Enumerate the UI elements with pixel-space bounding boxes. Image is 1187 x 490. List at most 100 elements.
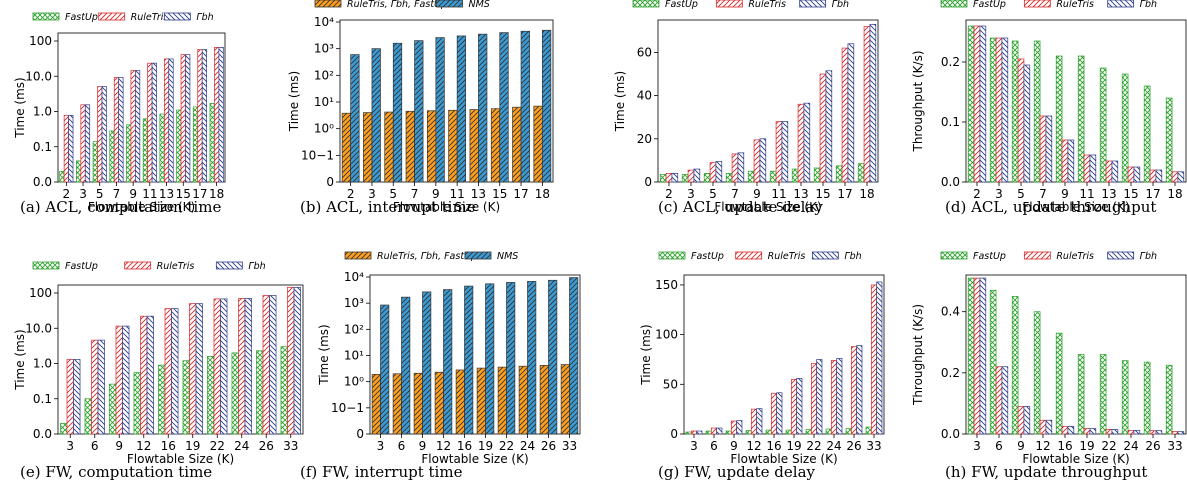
legend-label: Γbh bbox=[844, 251, 861, 262]
y-axis-label: Time (ms) bbox=[317, 324, 331, 386]
bar-nms bbox=[464, 285, 474, 435]
bar-ruletrisbhfastup bbox=[539, 365, 549, 435]
bar-ruletris bbox=[1171, 431, 1179, 435]
bar-fastup bbox=[1077, 55, 1085, 183]
y-tick-label: 100 bbox=[29, 34, 52, 48]
panel-a: FastUp RuleTris Γbh 0.0 0.1 1.0 10.0 100 Time (m… bbox=[13, 12, 226, 216]
bar-ruletrisbhfastup bbox=[455, 369, 465, 435]
bar-bh bbox=[195, 303, 203, 435]
bar-ruletris bbox=[709, 162, 717, 183]
x-tick-label: 13 bbox=[471, 187, 486, 201]
y-tick-label: 10⁴ bbox=[344, 270, 364, 284]
bar-ruletris bbox=[189, 303, 197, 435]
bar-ruletrisbhfastup bbox=[405, 110, 415, 183]
bar-nms bbox=[506, 282, 516, 435]
x-tick-label: 22 bbox=[210, 439, 225, 453]
bar-ruletrisbhfastup bbox=[476, 367, 486, 435]
y-tick-label: 0.0 bbox=[941, 175, 960, 189]
legend-label: RuleTris, Γbh, FastUp bbox=[377, 251, 477, 262]
bar-ruletris bbox=[665, 173, 673, 183]
legend-swatch bbox=[32, 12, 60, 21]
bar-ruletrisbhfastup bbox=[490, 108, 501, 183]
y-axis-label: Throughput (K/s) bbox=[911, 304, 925, 406]
bar-fastup bbox=[989, 289, 997, 435]
bar-nms bbox=[499, 32, 509, 183]
x-tick-label: 5 bbox=[389, 187, 397, 201]
x-tick-label: 9 bbox=[129, 187, 137, 201]
bar-ruletris bbox=[1105, 160, 1113, 183]
bar-fastup bbox=[256, 350, 264, 435]
bar-bh bbox=[1155, 169, 1163, 183]
panel-b: RuleTris, Γbh, FastUp NMS 0 10−1 10⁰ 10¹ 10² 10… bbox=[287, 0, 554, 216]
bar-bh bbox=[1111, 160, 1119, 183]
y-tick-label: 0.1 bbox=[941, 115, 960, 129]
legend-swatch bbox=[215, 261, 243, 270]
bar-bh bbox=[803, 102, 811, 183]
bar-ruletris bbox=[1083, 154, 1091, 183]
legend-label: NMS bbox=[469, 0, 490, 10]
x-tick-label: 6 bbox=[995, 439, 1003, 453]
bar-fastup bbox=[865, 426, 872, 435]
bar-nms bbox=[478, 33, 488, 183]
bar-bh bbox=[781, 121, 789, 183]
legend-label: Γbh bbox=[1140, 251, 1157, 262]
y-axis-label: Throughput (K/s) bbox=[911, 50, 925, 152]
bar-bh bbox=[856, 345, 863, 435]
bar-ruletris bbox=[163, 58, 170, 183]
x-tick-label: 33 bbox=[283, 439, 298, 453]
x-tick-label: 15 bbox=[815, 187, 830, 201]
y-tick-label: 10³ bbox=[344, 296, 364, 310]
x-tick-label: 26 bbox=[846, 439, 861, 453]
panel-caption: (b) ACL, interrupt time bbox=[300, 198, 476, 216]
legend-label: FastUp bbox=[973, 251, 1006, 262]
bar-fastup bbox=[1055, 55, 1063, 183]
legend-swatch bbox=[715, 0, 743, 8]
x-tick-label: 9 bbox=[1017, 439, 1025, 453]
bar-bh bbox=[715, 161, 723, 183]
legend-swatch bbox=[344, 251, 372, 260]
bar-fastup bbox=[769, 170, 777, 183]
x-tick-label: 24 bbox=[826, 439, 841, 453]
x-tick-label: 17 bbox=[837, 187, 852, 201]
legend-swatch bbox=[314, 0, 342, 8]
y-tick-label: 10−1 bbox=[301, 148, 334, 162]
bar-fastup bbox=[126, 124, 132, 183]
plot-frame bbox=[369, 274, 581, 435]
y-tick-label: 20 bbox=[637, 132, 652, 146]
bar-fastup bbox=[725, 430, 732, 435]
legend-label: FastUp bbox=[973, 0, 1006, 10]
x-tick-label: 6 bbox=[710, 439, 718, 453]
bar-nms bbox=[443, 289, 453, 435]
bar-fastup bbox=[681, 174, 689, 183]
bar-nms bbox=[527, 281, 537, 435]
x-tick-label: 15 bbox=[176, 187, 191, 201]
x-tick-label: 12 bbox=[136, 439, 151, 453]
legend-swatch bbox=[98, 12, 126, 21]
bar-fastup bbox=[1121, 73, 1129, 183]
x-tick-label: 7 bbox=[411, 187, 419, 201]
bar-ruletris bbox=[140, 315, 148, 435]
y-tick-label: 150 bbox=[655, 278, 678, 292]
legend-swatch bbox=[436, 0, 463, 8]
x-tick-label: 5 bbox=[96, 187, 104, 201]
bar-bh bbox=[1177, 431, 1185, 435]
bar-bh bbox=[118, 77, 124, 183]
bar-ruletris bbox=[690, 430, 698, 435]
x-tick-label: 26 bbox=[541, 439, 556, 453]
legend-swatch bbox=[32, 261, 60, 270]
bar-ruletris bbox=[1127, 429, 1135, 435]
panel-c: FastUp RuleTris Γbh 0 20 40 60 Time (ms) 2 3 5 7 9 11… bbox=[613, 0, 879, 216]
bar-ruletris bbox=[1127, 166, 1135, 183]
x-tick-label: 18 bbox=[1167, 187, 1182, 201]
bar-bh bbox=[1001, 37, 1009, 183]
bar-fastup bbox=[207, 355, 215, 435]
legend-label: FastUp bbox=[65, 261, 98, 272]
bar-bh bbox=[979, 277, 987, 435]
bar-fastup bbox=[685, 431, 692, 435]
legend-swatch bbox=[1107, 251, 1135, 260]
y-tick-label: 60 bbox=[637, 45, 652, 59]
x-tick-label: 24 bbox=[520, 439, 535, 453]
x-axis-label: Flowtable Size (K) bbox=[730, 452, 837, 466]
legend-label: FastUp bbox=[65, 12, 98, 23]
